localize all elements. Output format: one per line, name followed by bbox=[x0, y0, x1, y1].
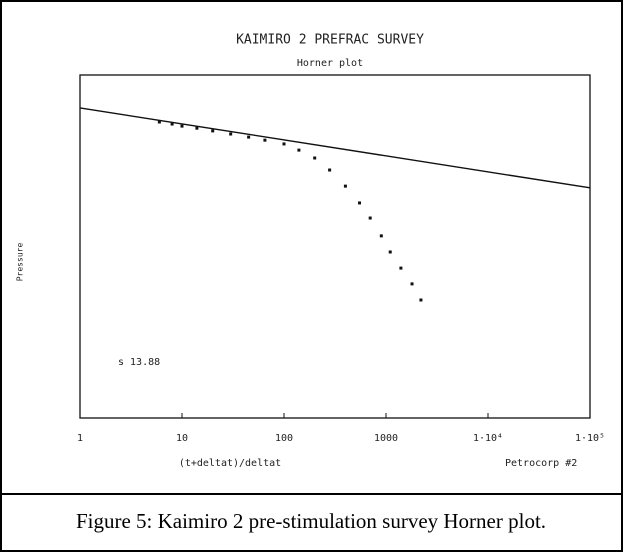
x-tick-label: 10 bbox=[176, 433, 188, 444]
point bbox=[419, 298, 423, 302]
point bbox=[195, 126, 199, 130]
point bbox=[343, 184, 347, 188]
point bbox=[282, 142, 286, 146]
annotation: Petrocorp #2 bbox=[505, 458, 577, 469]
x-tick-label: 1·10⁵ bbox=[575, 433, 605, 444]
plot-frame bbox=[79, 74, 591, 419]
chart-subtitle: Horner plot bbox=[297, 58, 363, 69]
x-tick-label: 100 bbox=[275, 433, 293, 444]
x-tick-label: 1000 bbox=[374, 433, 398, 444]
y-axis-label: Pressure bbox=[16, 243, 25, 282]
caption: Figure 5: Kaimiro 2 pre-stimulation surv… bbox=[76, 509, 546, 533]
point bbox=[328, 168, 332, 172]
line bbox=[79, 107, 591, 189]
point bbox=[379, 234, 383, 238]
point bbox=[263, 138, 267, 142]
point bbox=[170, 122, 174, 126]
point bbox=[297, 148, 301, 152]
chart-title: KAIMIRO 2 PREFRAC SURVEY bbox=[236, 33, 424, 48]
point bbox=[211, 129, 215, 133]
point bbox=[313, 156, 317, 160]
x-tick-label: 1·10⁴ bbox=[473, 433, 503, 444]
point bbox=[388, 250, 392, 254]
point bbox=[399, 266, 403, 270]
point bbox=[358, 201, 362, 205]
point bbox=[410, 282, 414, 286]
point bbox=[247, 135, 251, 139]
point bbox=[157, 120, 161, 124]
x-axis-label: (t+deltat)/deltat bbox=[179, 458, 281, 469]
annotation: s 13.88 bbox=[118, 357, 160, 368]
x-tick-label: 1 bbox=[77, 433, 83, 444]
point bbox=[229, 132, 233, 136]
point bbox=[180, 124, 184, 128]
point bbox=[368, 216, 372, 220]
